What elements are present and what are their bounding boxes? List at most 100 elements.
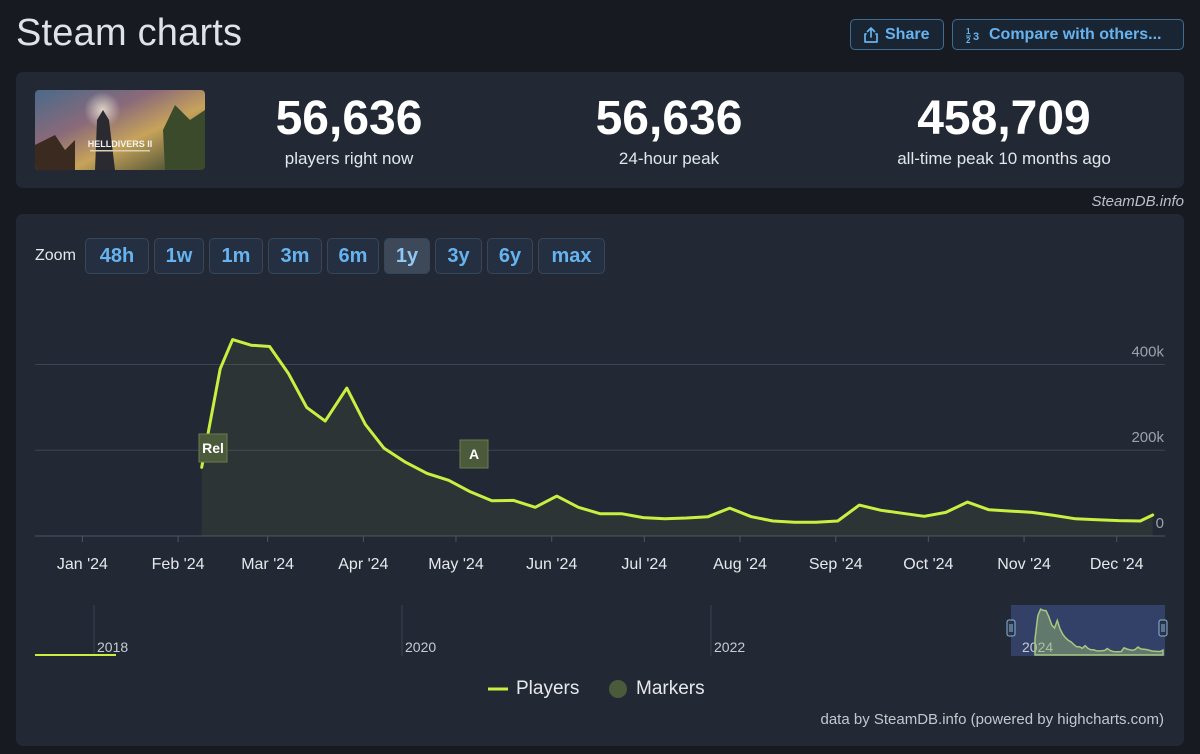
player-count-chart[interactable]: Rel A 0 200k 400k Jan '24 Feb '24 Mar '24 Apr … xyxy=(0,280,1200,580)
game-cover-logo: HELLDIVERS II xyxy=(88,139,153,149)
compare-label: Compare with others... xyxy=(989,25,1162,43)
zoom-button-6m[interactable]: 6m xyxy=(327,238,379,274)
players-data-point[interactable] xyxy=(287,372,290,375)
players-data-point[interactable] xyxy=(512,499,515,502)
range-navigator[interactable]: 2018202020222024 xyxy=(0,600,1200,660)
players-data-point[interactable] xyxy=(1139,520,1142,523)
zoom-button-1y[interactable]: 1y xyxy=(384,238,430,274)
players-data-point[interactable] xyxy=(534,506,537,509)
x-tick-label: Dec '24 xyxy=(1090,556,1144,573)
x-tick-label: Aug '24 xyxy=(713,556,767,573)
players-data-point[interactable] xyxy=(663,517,666,520)
legend-line-icon xyxy=(488,687,508,691)
players-data-point[interactable] xyxy=(771,520,774,523)
navigator-year-label: 2018 xyxy=(97,639,128,655)
navigator-series-area xyxy=(1034,608,1164,656)
zoom-button-6y[interactable]: 6y xyxy=(487,238,533,274)
players-data-point[interactable] xyxy=(268,345,271,348)
players-data-point[interactable] xyxy=(469,490,472,493)
players-data-point[interactable] xyxy=(642,516,645,519)
x-tick-label: May '24 xyxy=(428,556,484,573)
zoom-button-max[interactable]: max xyxy=(538,238,605,274)
players-data-point[interactable] xyxy=(364,423,367,426)
legend-item-markers[interactable]: Markers xyxy=(608,678,705,700)
zoom-button-1m[interactable]: 1m xyxy=(209,238,263,274)
peak24-value: 56,636 xyxy=(595,92,743,145)
players-data-point[interactable] xyxy=(966,501,969,504)
players-data-point[interactable] xyxy=(324,420,327,423)
players-data-point[interactable] xyxy=(988,508,991,511)
players-data-point[interactable] xyxy=(901,512,904,515)
players-data-point[interactable] xyxy=(345,387,348,390)
players-area xyxy=(201,339,1153,536)
y-tick-label: 200k xyxy=(1131,429,1164,446)
chart-line-layer xyxy=(200,338,1155,524)
chart-area-fill xyxy=(201,339,1153,536)
svg-text:Rel: Rel xyxy=(202,440,224,456)
legend-players-label: Players xyxy=(516,678,580,699)
legend-marker-icon xyxy=(609,680,627,698)
x-tick-label: Jul '24 xyxy=(621,556,667,573)
x-tick-label: Apr '24 xyxy=(338,556,388,573)
chart-legend: Players Markers xyxy=(0,678,1200,704)
steamdb-credit[interactable]: SteamDB.info xyxy=(1091,193,1184,210)
players-data-point[interactable] xyxy=(447,479,450,482)
players-data-point[interactable] xyxy=(219,367,222,370)
players-data-point[interactable] xyxy=(750,515,753,518)
legend-markers-label: Markers xyxy=(636,678,705,699)
players-data-point[interactable] xyxy=(1052,514,1055,517)
players-data-point[interactable] xyxy=(858,504,861,507)
players-data-point[interactable] xyxy=(382,447,385,450)
stat-current-players: 56,636 players right now xyxy=(258,72,440,169)
players-data-point[interactable] xyxy=(836,520,839,523)
zoom-button-3y[interactable]: 3y xyxy=(435,238,482,274)
players-data-point[interactable] xyxy=(1074,517,1077,520)
players-data-point[interactable] xyxy=(923,515,926,518)
game-cover-image[interactable]: HELLDIVERS II xyxy=(35,90,205,170)
players-data-point[interactable] xyxy=(1031,511,1034,514)
players-data-point[interactable] xyxy=(1151,514,1154,517)
players-data-point[interactable] xyxy=(728,507,731,510)
players-data-point[interactable] xyxy=(1009,510,1012,513)
players-data-point[interactable] xyxy=(1096,518,1099,521)
players-data-point[interactable] xyxy=(793,521,796,524)
players-data-point[interactable] xyxy=(250,344,253,347)
chart-markers[interactable]: Rel A xyxy=(198,433,489,469)
navigator-year-label: 2020 xyxy=(405,639,436,655)
stat-alltime-peak: 458,709 all-time peak 10 months ago xyxy=(874,72,1134,169)
players-data-point[interactable] xyxy=(577,506,580,509)
players-data-point[interactable] xyxy=(555,495,558,498)
players-data-point[interactable] xyxy=(707,515,710,518)
navigator-handle-right[interactable] xyxy=(1158,619,1168,637)
chart-marker-a[interactable]: A xyxy=(459,439,489,469)
players-data-point[interactable] xyxy=(685,517,688,520)
players-data-point[interactable] xyxy=(426,472,429,475)
chart-marker-rel[interactable]: Rel xyxy=(198,433,228,463)
page-title: Steam charts xyxy=(16,12,243,54)
zoom-label: Zoom xyxy=(35,247,76,264)
players-data-point[interactable] xyxy=(880,509,883,512)
svg-text:1: 1 xyxy=(966,27,971,36)
legend-item-players[interactable]: Players xyxy=(488,678,579,700)
share-button[interactable]: Share xyxy=(850,19,944,50)
compare-button[interactable]: 1 2 3 Compare with others... xyxy=(952,19,1184,50)
players-data-point[interactable] xyxy=(404,461,407,464)
players-data-point[interactable] xyxy=(599,512,602,515)
players-data-point[interactable] xyxy=(305,406,308,409)
zoom-button-1w[interactable]: 1w xyxy=(154,238,204,274)
zoom-button-48h[interactable]: 48h xyxy=(85,238,149,274)
navigator-handle-left[interactable] xyxy=(1006,619,1016,637)
navigator-background xyxy=(35,605,1165,656)
players-data-point[interactable] xyxy=(1117,519,1120,522)
fraction-icon: 1 2 3 xyxy=(966,27,979,44)
players-data-point[interactable] xyxy=(620,512,623,515)
players-data-point[interactable] xyxy=(200,466,203,469)
players-series-line[interactable] xyxy=(200,338,1155,524)
alltime-peak-value: 458,709 xyxy=(917,92,1091,145)
zoom-button-3m[interactable]: 3m xyxy=(268,238,322,274)
players-data-point[interactable] xyxy=(815,521,818,524)
players-data-point[interactable] xyxy=(490,499,493,502)
players-data-point[interactable] xyxy=(231,338,234,341)
players-data-point[interactable] xyxy=(944,511,947,514)
highcharts-credit[interactable]: data by SteamDB.info (powered by highcha… xyxy=(820,711,1165,728)
